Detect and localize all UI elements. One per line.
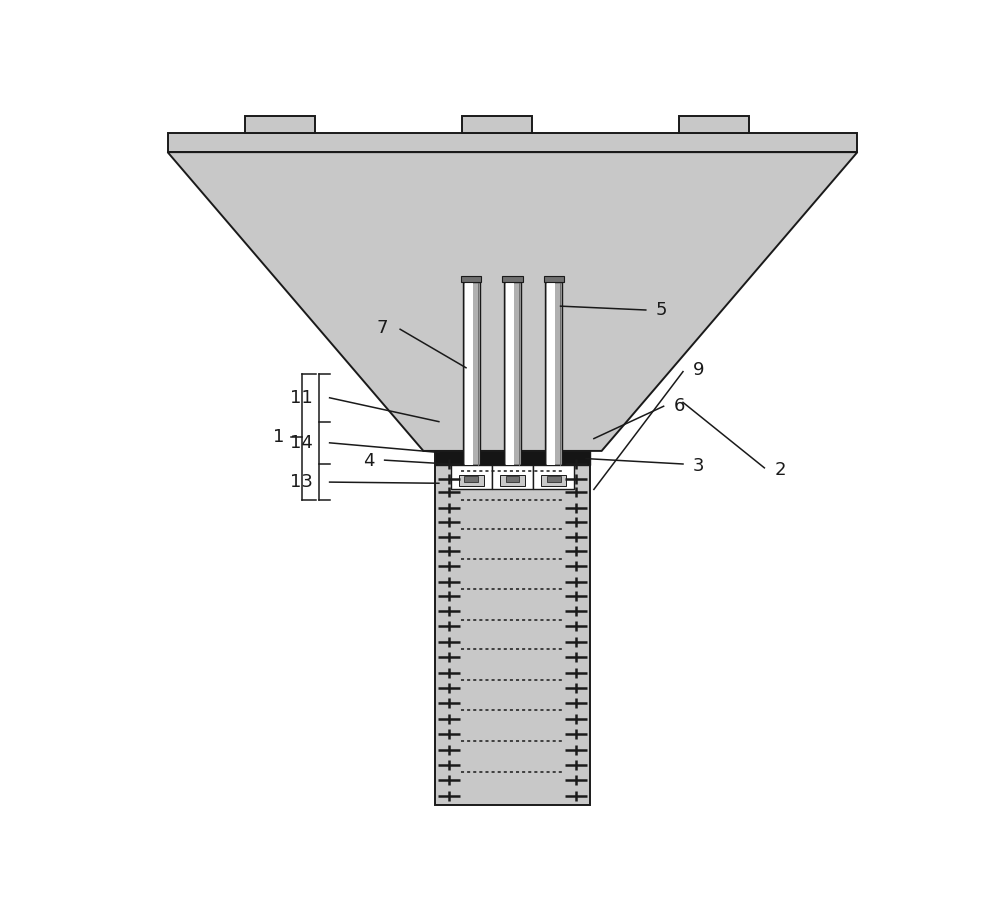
Bar xyxy=(506,282,514,465)
Text: 1: 1 xyxy=(273,428,285,446)
Bar xyxy=(465,282,473,465)
Text: 5: 5 xyxy=(656,301,667,319)
Bar xyxy=(506,476,519,482)
Bar xyxy=(451,465,492,490)
Bar xyxy=(459,475,484,487)
Text: 4: 4 xyxy=(363,452,375,470)
Polygon shape xyxy=(168,152,857,451)
Text: 7: 7 xyxy=(377,318,388,337)
Text: 2: 2 xyxy=(774,461,786,479)
Bar xyxy=(463,282,480,465)
Bar xyxy=(500,475,525,487)
Text: 13: 13 xyxy=(290,473,313,491)
Bar xyxy=(435,451,590,805)
Bar xyxy=(492,465,533,490)
Bar xyxy=(544,276,564,282)
Bar xyxy=(245,116,315,133)
Text: 3: 3 xyxy=(692,457,704,475)
Bar xyxy=(462,116,532,133)
Bar xyxy=(547,282,555,465)
Text: 6: 6 xyxy=(674,397,685,415)
Bar xyxy=(679,116,749,133)
Text: 9: 9 xyxy=(693,361,705,379)
Bar xyxy=(464,476,478,482)
Bar xyxy=(461,276,481,282)
Bar xyxy=(435,451,590,465)
Bar xyxy=(541,475,566,487)
Bar xyxy=(545,282,562,465)
Text: 14: 14 xyxy=(290,434,313,452)
Bar xyxy=(547,476,561,482)
Bar xyxy=(168,133,857,152)
Bar xyxy=(533,465,574,490)
Bar xyxy=(502,276,523,282)
Text: 11: 11 xyxy=(290,389,313,407)
Bar xyxy=(504,282,521,465)
